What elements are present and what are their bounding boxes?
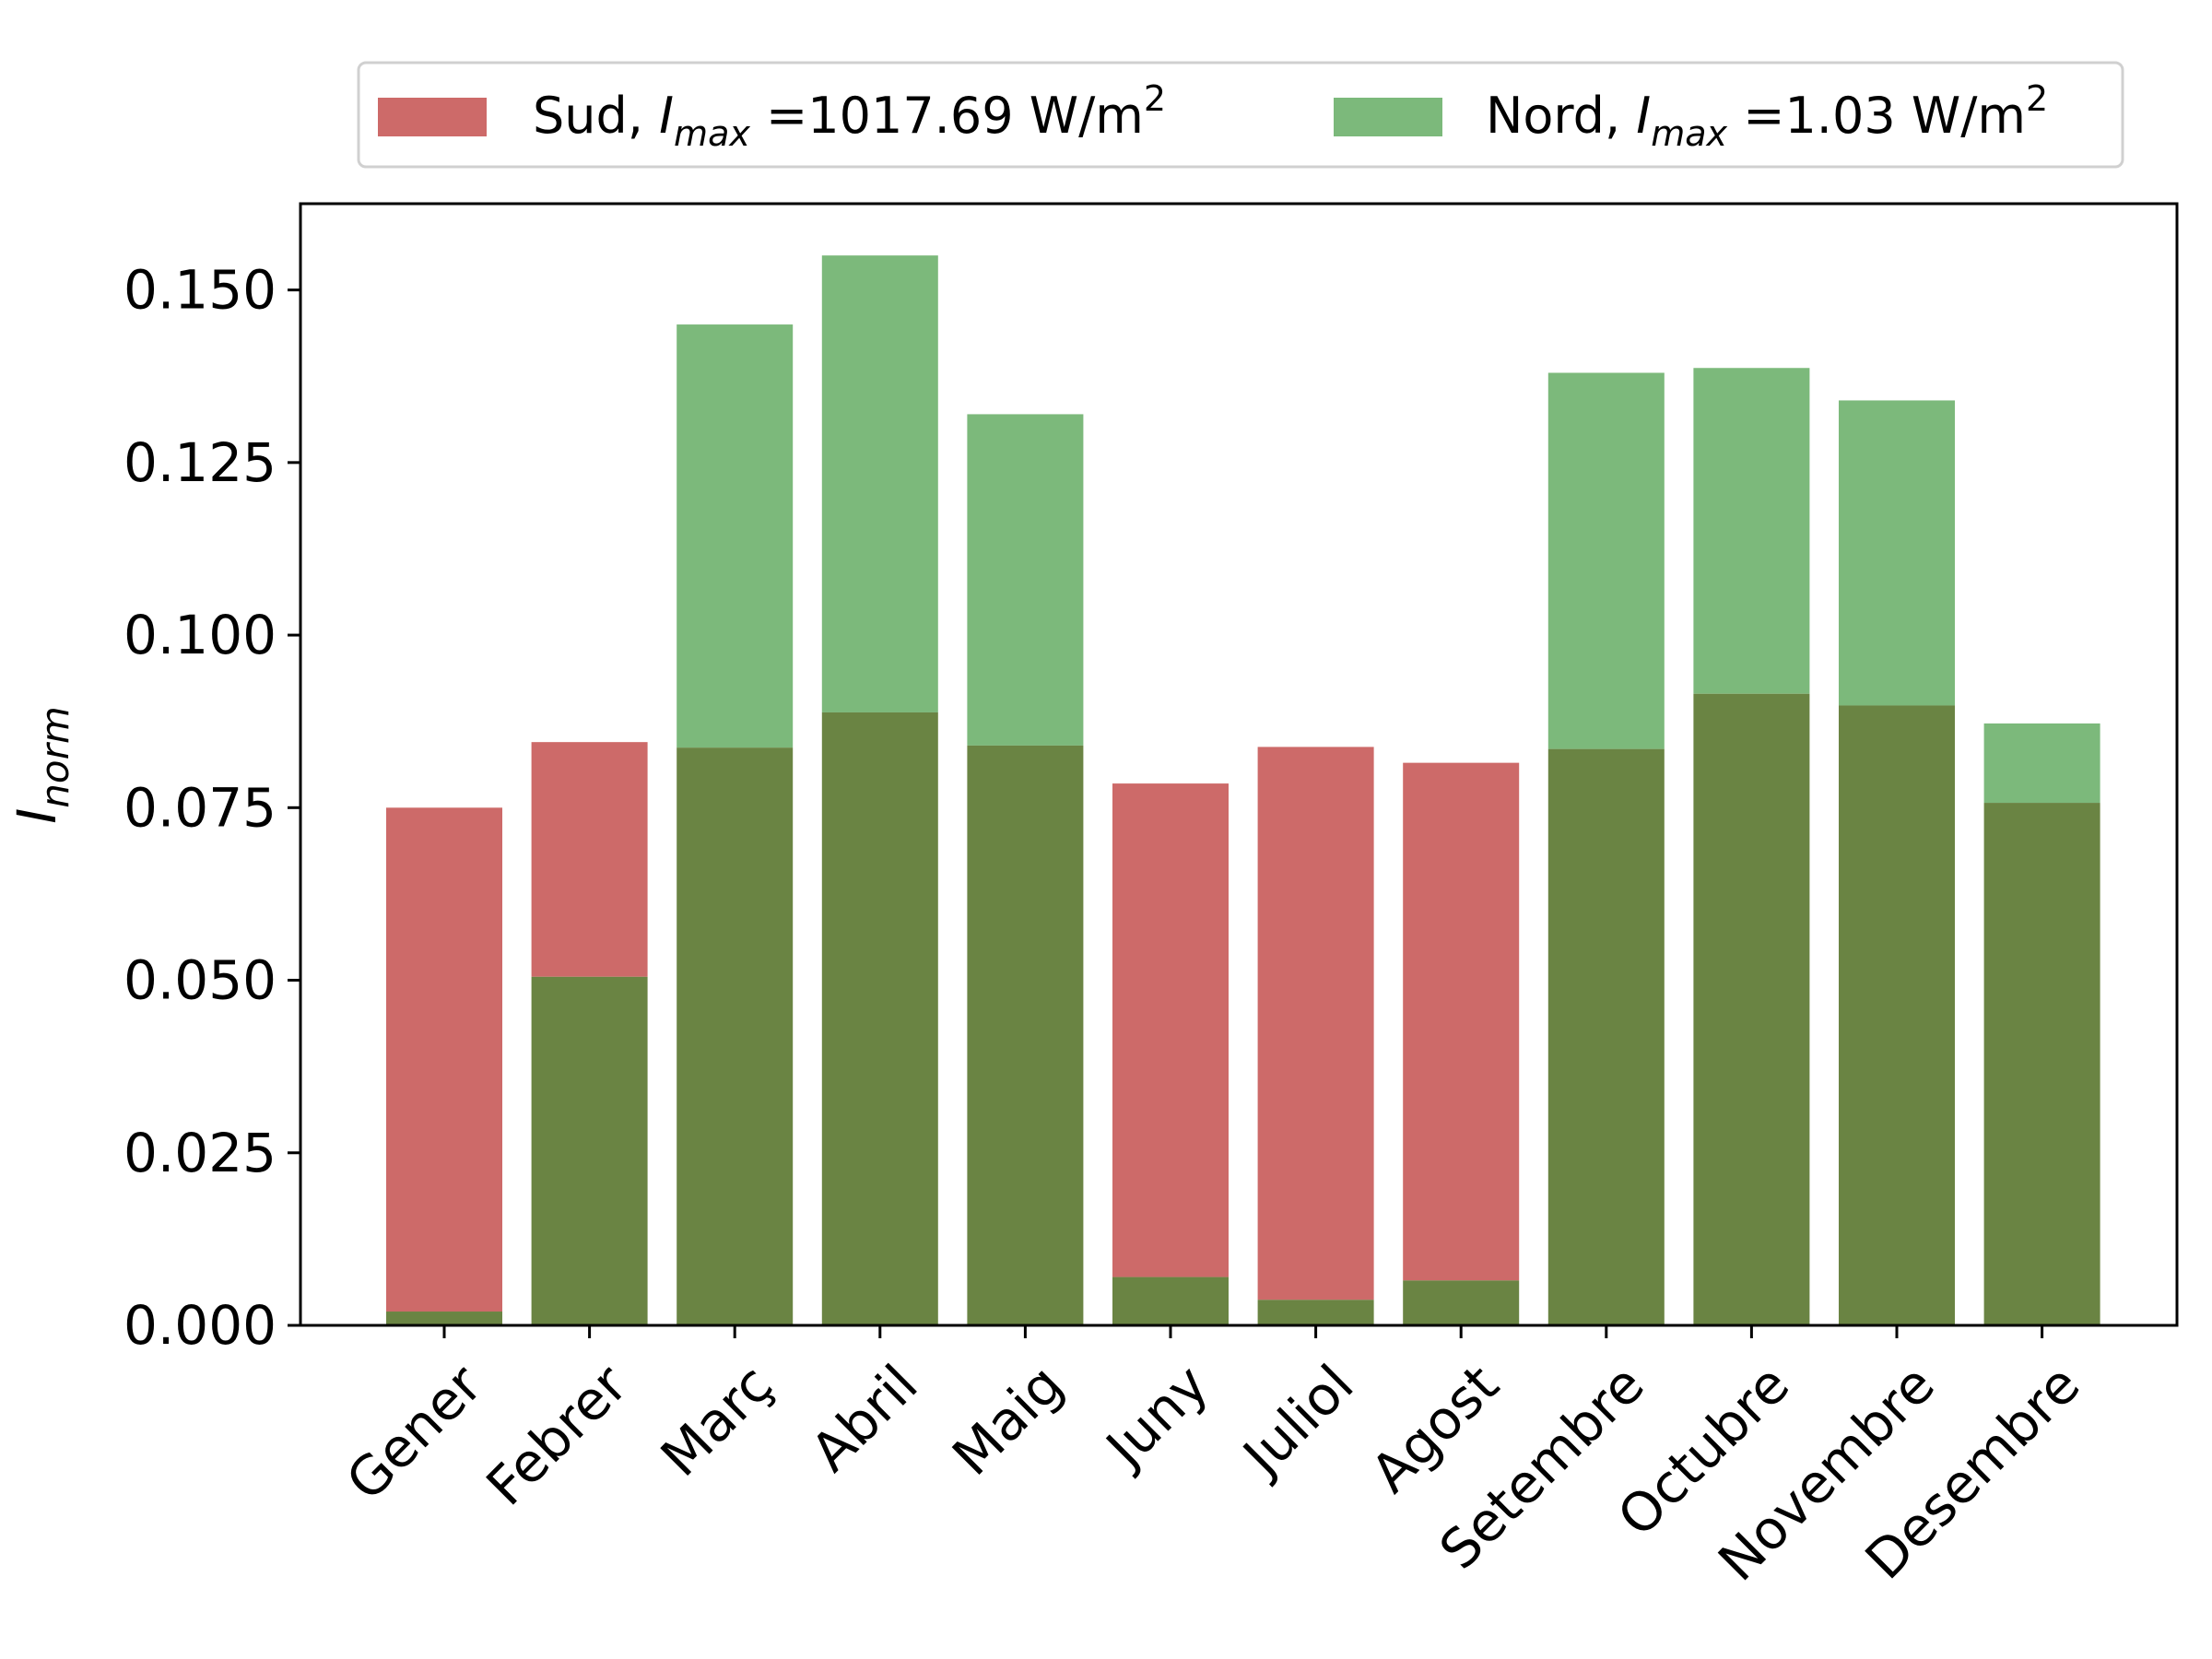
plot-frame bbox=[299, 202, 2179, 1327]
bar-sud-febrer bbox=[531, 742, 648, 977]
bar-nord-desembre bbox=[1983, 723, 2100, 804]
x-tick-label: Maig bbox=[940, 1353, 1075, 1488]
bar-overlap-setembre bbox=[1547, 748, 1665, 1325]
legend-frame bbox=[357, 61, 2124, 169]
bar-sud-agost bbox=[1403, 762, 1520, 1281]
bar-sud-juliol bbox=[1257, 747, 1374, 1300]
y-tick-label: 0.075 bbox=[124, 776, 276, 839]
bar-overlap-gener bbox=[386, 1312, 502, 1325]
bar-sud-gener bbox=[386, 807, 502, 1312]
bars-group bbox=[386, 255, 2100, 1325]
legend: Sud, Imax =1017.69 W/m2 Nord, Imax =1.03… bbox=[357, 61, 2124, 169]
bar-nord-març bbox=[677, 324, 794, 748]
bar-overlap-octubre bbox=[1693, 693, 1810, 1325]
bar-nord-novembre bbox=[1839, 400, 1955, 706]
x-tick-label: Juny bbox=[1092, 1353, 1220, 1481]
bar-overlap-març bbox=[677, 747, 794, 1325]
legend-label-sud: Sud, Imax =1017.69 W/m2 bbox=[533, 78, 1166, 154]
bar-nord-octubre bbox=[1693, 368, 1810, 694]
bar-overlap-maig bbox=[967, 745, 1084, 1325]
bar-overlap-juny bbox=[1112, 1277, 1229, 1325]
bar-overlap-febrer bbox=[531, 976, 648, 1325]
legend-swatch-sud bbox=[378, 98, 487, 136]
y-tick-label: 0.100 bbox=[124, 604, 276, 666]
bar-nord-abril bbox=[821, 255, 938, 712]
bar-overlap-desembre bbox=[1983, 803, 2100, 1325]
bar-sud-juny bbox=[1112, 783, 1229, 1277]
bar-overlap-juliol bbox=[1257, 1300, 1374, 1325]
bar-overlap-novembre bbox=[1839, 705, 1955, 1325]
y-axis: 0.000 0.025 0.050 0.075 0.100 0.125 0.150 bbox=[124, 259, 300, 1357]
bar-nord-maig bbox=[967, 414, 1084, 746]
bar-overlap-abril bbox=[821, 712, 938, 1325]
legend-swatch-nord bbox=[1334, 98, 1442, 136]
legend-label-nord: Nord, Imax =1.03 W/m2 bbox=[1486, 78, 2048, 154]
y-tick-label: 0.125 bbox=[124, 431, 276, 494]
bar-overlap-agost bbox=[1403, 1280, 1520, 1325]
x-tick-label: Febrer bbox=[475, 1353, 640, 1518]
x-tick-label: Gener bbox=[335, 1353, 494, 1512]
y-axis-label: Inorm bbox=[6, 706, 77, 824]
x-tick-label: Març bbox=[649, 1353, 784, 1488]
bar-nord-setembre bbox=[1547, 372, 1665, 749]
x-tick-label: Juliol bbox=[1230, 1353, 1366, 1489]
y-tick-label: 0.000 bbox=[124, 1294, 276, 1357]
x-tick-label: Abril bbox=[799, 1353, 930, 1484]
y-tick-label: 0.150 bbox=[124, 259, 276, 322]
y-tick-label: 0.050 bbox=[124, 949, 276, 1012]
y-tick-label: 0.025 bbox=[124, 1122, 276, 1184]
